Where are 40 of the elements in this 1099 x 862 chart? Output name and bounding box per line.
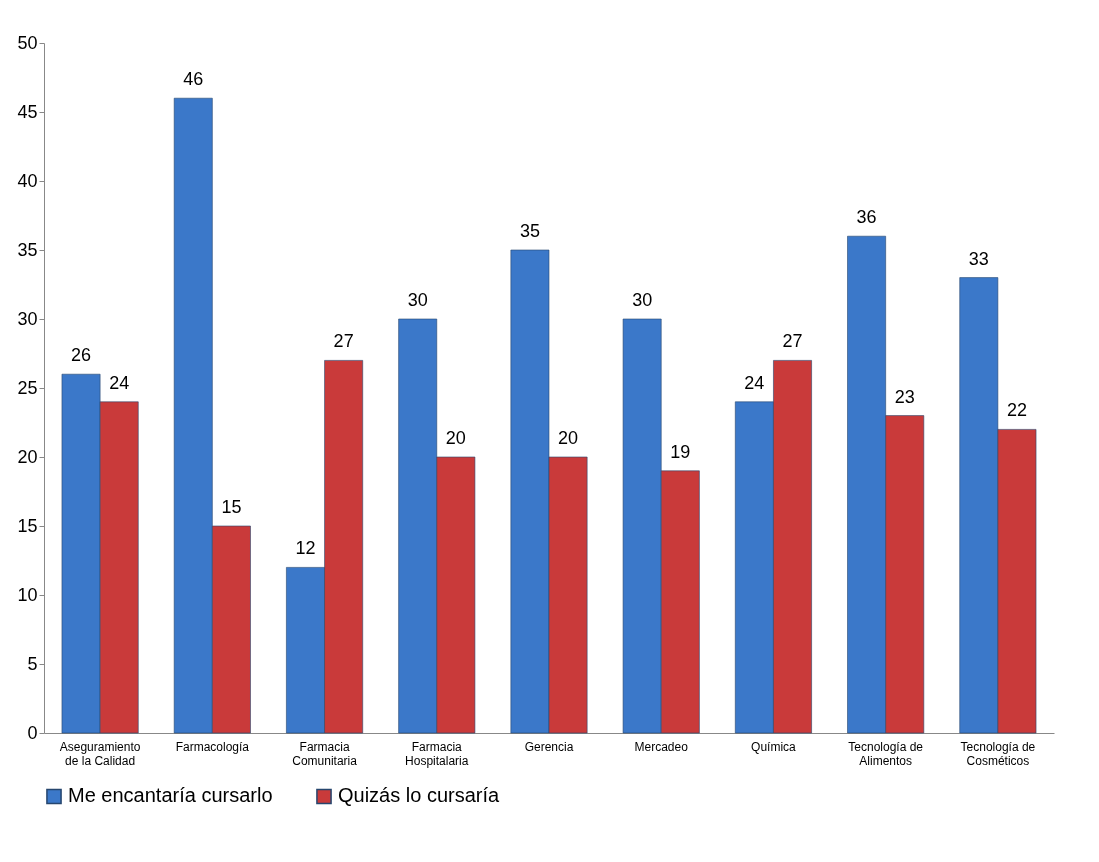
data-label: 24 (744, 372, 765, 393)
data-label: 19 (670, 441, 691, 462)
data-label: 36 (856, 207, 877, 228)
x-tick-label: Farmacia Comunitaria (292, 739, 358, 768)
x-tick-label: Química (751, 739, 797, 754)
y-tick-label: 35 (17, 239, 38, 260)
data-label: 23 (894, 386, 915, 407)
data-label: 30 (407, 290, 428, 310)
data-label: 27 (782, 331, 803, 352)
x-tick-label: Gerencia (524, 739, 574, 754)
y-tick-label: 45 (17, 101, 38, 122)
data-label: 22 (1006, 400, 1027, 421)
data-label: 20 (558, 428, 579, 448)
data-label: 33 (968, 248, 989, 269)
legend-label: Quizás lo cursaría (338, 784, 501, 807)
data-label: 26 (71, 345, 92, 366)
y-tick-label: 20 (17, 446, 38, 467)
x-tick-label: Mercadeo (634, 739, 689, 754)
data-label: 30 (632, 290, 653, 310)
legend-label: Me encantaría cursarlo (68, 784, 273, 807)
x-tick-label: Aseguramiento de la Calidad (59, 739, 141, 768)
y-tick-label: 30 (17, 308, 38, 329)
y-tick-label: 15 (17, 515, 38, 536)
data-label: 27 (333, 331, 354, 352)
y-tick-label: 25 (17, 377, 38, 398)
data-label: 24 (109, 372, 130, 393)
data-label: 15 (221, 497, 242, 517)
data-label: 46 (183, 69, 204, 90)
y-tick-label: 40 (17, 170, 38, 191)
y-tick-label: 5 (27, 653, 38, 674)
data-label: 12 (295, 538, 316, 559)
data-label: 20 (445, 428, 466, 448)
y-tick-label: 50 (17, 32, 38, 53)
y-tick-label: 10 (17, 584, 38, 605)
y-tick-label: 0 (27, 722, 38, 743)
x-tick-label: Farmacología (175, 739, 250, 754)
data-label: 35 (519, 221, 540, 241)
x-tick-label: Tecnología de Alimentos (848, 739, 924, 768)
x-tick-label: Farmacia Hospitalaria (405, 739, 469, 768)
x-tick-label: Tecnología de Cosméticos (960, 739, 1036, 768)
